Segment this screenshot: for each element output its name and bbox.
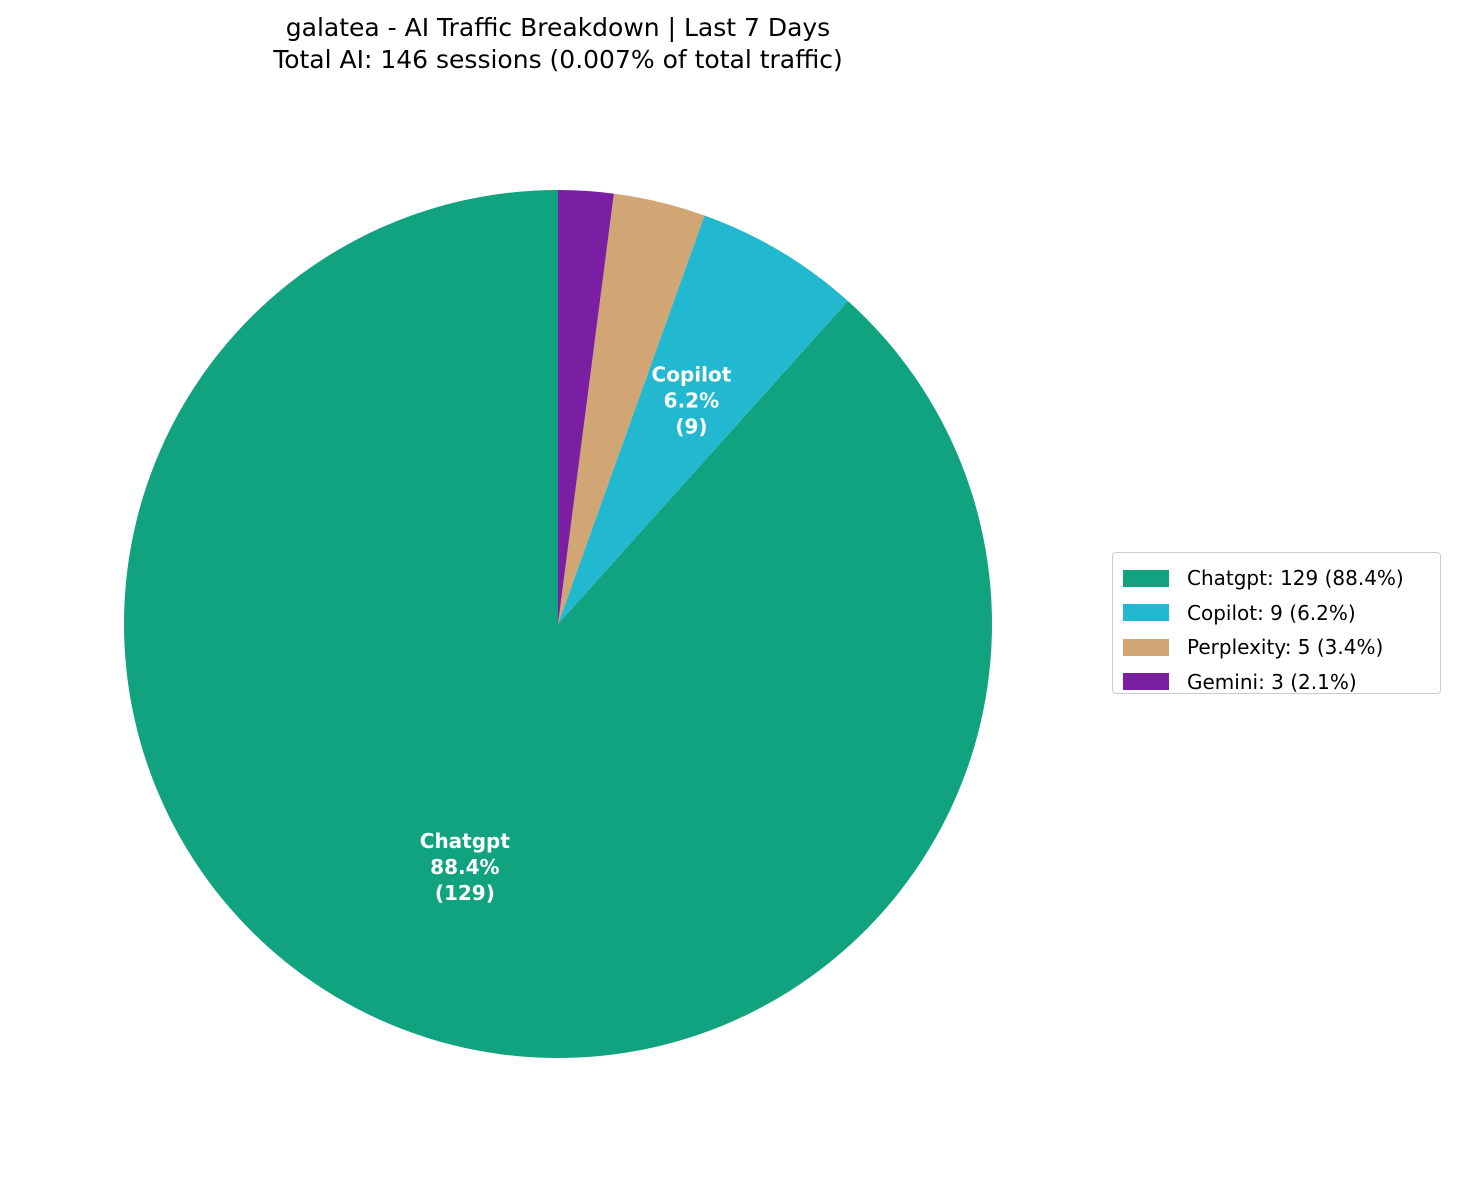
legend-swatch <box>1123 569 1169 587</box>
pie-slices <box>123 190 993 1058</box>
legend-swatch <box>1123 673 1169 691</box>
pie-slice-labels: Chatgpt 88.4% (129) Copilot 6.2% (9) <box>420 362 732 905</box>
legend-label: Gemini: 3 (2.1%) <box>1187 669 1357 694</box>
slice-label-copilot: Copilot 6.2% (9) <box>652 362 732 438</box>
chart-title: galatea - AI Traffic Breakdown | Last 7 … <box>0 12 1116 76</box>
chart-subtitle: Total AI: 146 sessions (0.007% of total … <box>273 45 843 74</box>
pie-slice-gemini <box>558 190 614 624</box>
chart-title-line: galatea - AI Traffic Breakdown | Last 7 … <box>285 13 831 42</box>
legend-item-gemini: Gemini: 3 (2.1%) <box>1123 665 1440 700</box>
chart-legend: Chatgpt: 129 (88.4%) Copilot: 9 (6.2%) P… <box>1112 552 1441 694</box>
legend-label: Chatgpt: 129 (88.4%) <box>1187 566 1404 591</box>
slice-label-chatgpt: Chatgpt 88.4% (129) <box>420 829 511 905</box>
legend-label: Perplexity: 5 (3.4%) <box>1187 635 1384 660</box>
pie-chart: Chatgpt 88.4% (129) Copilot 6.2% (9) <box>123 190 993 1058</box>
legend-item-perplexity: Perplexity: 5 (3.4%) <box>1123 630 1440 665</box>
pie-slice-perplexity <box>558 193 705 624</box>
legend-swatch <box>1123 638 1169 656</box>
pie-slice-copilot <box>558 215 848 625</box>
legend-label: Copilot: 9 (6.2%) <box>1187 600 1356 625</box>
legend-item-chatgpt: Chatgpt: 129 (88.4%) <box>1123 561 1440 596</box>
legend-swatch <box>1123 604 1169 622</box>
legend-item-copilot: Copilot: 9 (6.2%) <box>1123 596 1440 631</box>
